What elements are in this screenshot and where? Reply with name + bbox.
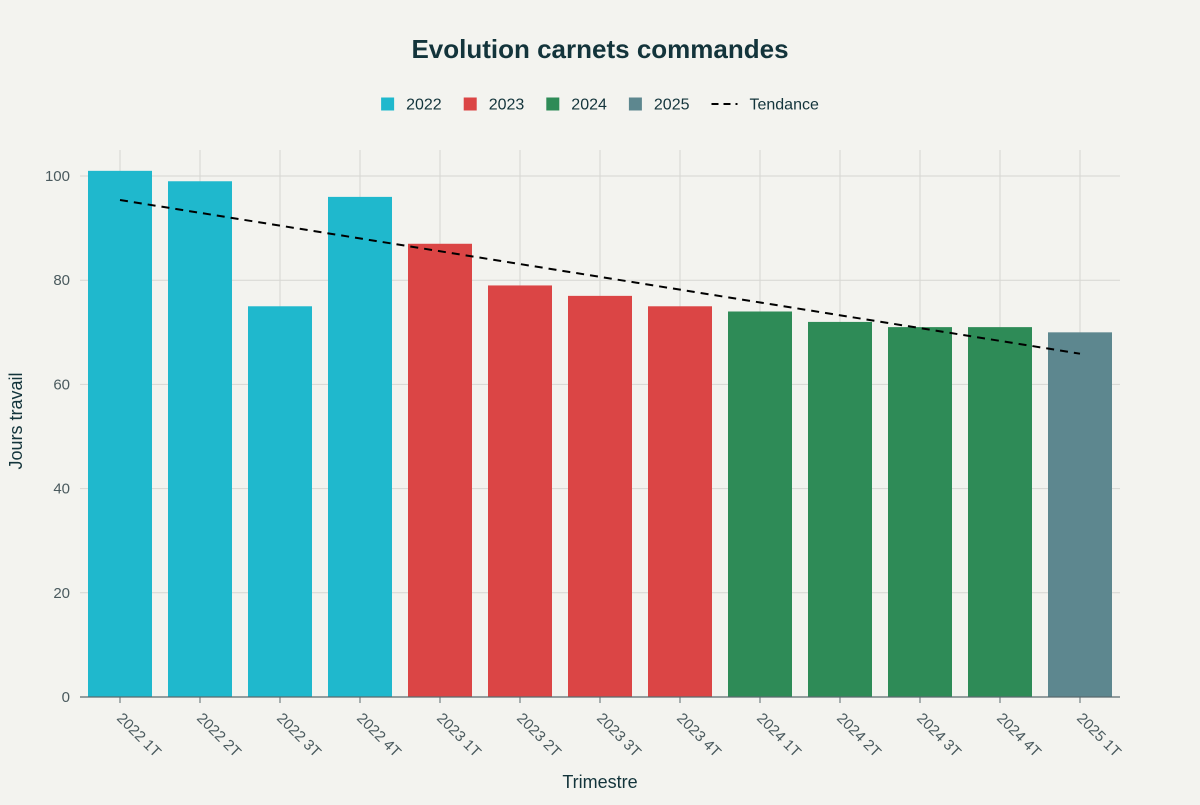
legend-item[interactable]: 2022 [381,97,442,114]
bar[interactable] [648,306,712,697]
legend-label: 2024 [571,97,607,114]
bar[interactable] [488,285,552,697]
x-tick-label: 2022 4T [353,710,404,761]
y-tick-label: 0 [62,689,70,706]
x-tick-label: 2023 4T [673,710,724,761]
y-tick-label: 20 [53,585,70,602]
legend-label: Tendance [749,97,818,114]
x-tick-label: 2022 2T [193,710,244,761]
legend-swatch [546,97,560,111]
bar[interactable] [568,295,632,697]
y-tick-label: 40 [53,481,70,498]
x-tick-label: 2022 3T [273,710,324,761]
legend-label: 2025 [654,97,690,114]
x-tick-label: 2024 2T [833,710,884,761]
legend-item[interactable]: 2023 [463,97,525,114]
bars [88,170,1112,698]
bar[interactable] [968,327,1032,697]
x-tick-label: 2023 1T [433,710,484,761]
legend-label: 2022 [406,97,442,114]
legend-swatch [381,97,395,111]
legend-item[interactable]: 2024 [546,97,607,114]
legend-swatch [628,97,642,111]
x-tick-label: 2024 4T [993,710,1044,761]
legend: 2022 2023 2024 2025 Tendance [381,97,819,114]
x-axis-title: Trimestre [562,772,637,792]
bar[interactable] [1048,332,1112,697]
legend-item[interactable]: Tendance [711,97,819,114]
y-tick-label: 100 [45,168,70,185]
legend-swatch [463,97,477,111]
chart-title: Evolution carnets commandes [411,34,788,64]
legend-label: 2023 [489,97,525,114]
x-tick-label: 2023 3T [593,710,644,761]
bar[interactable] [328,196,392,697]
x-tick-label: 2023 2T [513,710,564,761]
bar[interactable] [808,321,872,697]
y-tick-label: 80 [53,272,70,289]
bar[interactable] [88,170,152,698]
x-tick-label: 2024 1T [753,710,804,761]
bar[interactable] [728,311,792,697]
y-tick-label: 60 [53,376,70,393]
bar[interactable] [168,181,232,697]
x-tick-label: 2022 1T [113,710,164,761]
bar[interactable] [888,327,952,697]
x-tick-label: 2025 1T [1073,710,1124,761]
bar[interactable] [408,243,472,697]
legend-item[interactable]: 2025 [628,97,690,114]
bar[interactable] [248,306,312,697]
x-tick-label: 2024 3T [913,710,964,761]
y-axis-title: Jours travail [6,372,26,469]
